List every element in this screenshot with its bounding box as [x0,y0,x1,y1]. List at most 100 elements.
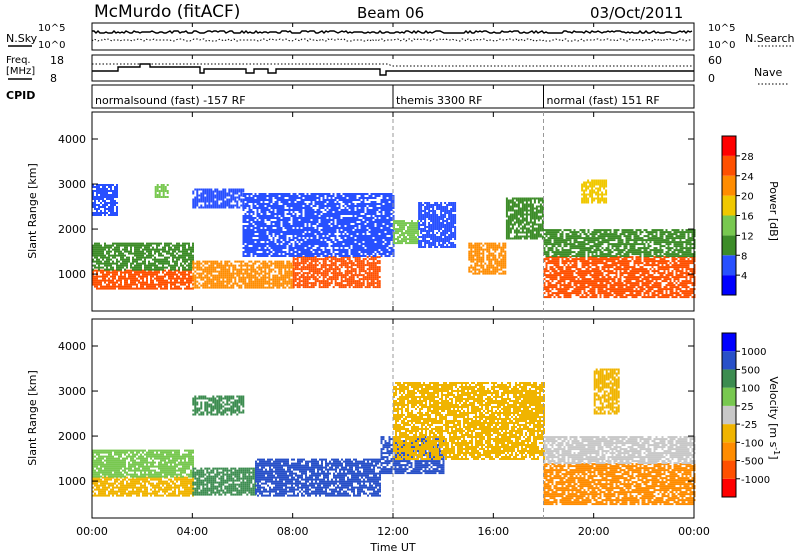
echo-cell [282,221,285,223]
echo-cell [360,205,363,207]
echo-cell [254,286,257,289]
echo-cell [130,262,132,265]
echo-cell [312,264,315,267]
echo-cell [266,219,269,221]
echo-cell [254,239,257,241]
echo-cell [150,242,152,245]
echo-cell [356,203,359,205]
echo-cell [380,237,383,239]
echo-cell [424,216,427,218]
echo-cell [108,254,110,257]
echo-cell [350,211,353,213]
echo-cell [372,243,375,245]
echo-cell [242,202,245,205]
echo-cell [358,282,361,285]
echo-cell [232,282,235,285]
echo-cell [102,246,104,249]
echo-cell [282,231,285,233]
echo-cell [244,255,247,257]
echo-cell [318,241,321,243]
echo-cell [338,203,341,205]
echo-cell [480,270,483,273]
echo-cell [268,270,271,273]
echo-cell [106,184,108,186]
echo-cell [442,222,445,224]
echo-cell [278,199,281,201]
echo-cell [98,281,100,284]
echo-cell [106,250,108,253]
echo-cell [284,274,287,277]
echo-cell [338,193,341,195]
echo-cell [104,268,106,271]
echo-cell [452,206,455,208]
echo-cell [222,284,225,287]
echo-cell [268,264,271,267]
echo-cell [328,256,331,259]
echo-cell [290,203,293,205]
echo-cell [372,205,375,207]
echo-cell [108,194,110,196]
echo-cell [332,233,335,235]
echo-cell [120,287,122,290]
echo-cell [222,282,225,285]
echo-cell [124,268,126,271]
echo-cell [162,184,165,186]
echo-cell [254,274,257,277]
echo-cell [168,262,170,265]
echo-cell [98,190,100,192]
echo-cell [318,237,321,239]
echo-cell [280,247,283,249]
echo-cell [478,272,481,275]
echo-cell [216,194,219,197]
echo-cell [224,270,227,273]
echo-cell [308,268,311,271]
echo-cell [370,235,373,237]
echo-cell [226,200,229,203]
echo-cell [292,197,295,199]
echo-cell [454,246,457,248]
echo-cell [314,223,317,225]
echo-cell [360,235,363,237]
echo-cell [124,281,126,284]
echo-cell [270,282,273,285]
echo-cell [190,266,192,269]
echo-cell [454,244,457,246]
echo-cell [342,197,345,199]
echo-cell [162,196,165,198]
echo-cell [476,242,479,245]
echo-cell [278,272,281,275]
echo-cell [146,254,148,257]
echo-cell [346,253,349,255]
echo-cell [152,254,154,257]
echo-cell [170,252,172,255]
echo-cell [420,244,423,246]
echo-cell [411,228,413,231]
echo-cell [96,242,98,245]
echo-cell [118,285,120,288]
echo-cell [374,276,377,279]
echo-cell [116,260,118,263]
echo-cell [284,231,287,233]
echo-cell [340,256,343,259]
echo-cell [264,217,267,219]
echo-cell [440,228,443,230]
echo-cell [314,211,317,213]
echo-cell [326,243,329,245]
echo-cell [192,202,195,205]
echo-cell [358,245,361,247]
echo-cell [104,256,106,259]
echo-cell [244,268,247,271]
echo-cell [372,207,375,209]
echo-cell [164,244,166,247]
echo-cell [350,209,353,211]
echo-cell [278,249,281,251]
echo-cell [156,275,158,278]
echo-cell [318,211,321,213]
echo-cell [312,229,315,231]
echo-cell [328,253,331,255]
echo-cell [468,244,471,247]
echo-cell [280,211,283,213]
echo-cell [258,243,261,245]
echo-cell [472,244,475,247]
echo-cell [364,215,367,217]
